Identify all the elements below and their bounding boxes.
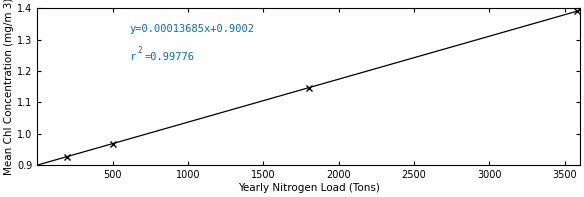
Text: r: r	[130, 52, 135, 62]
Text: 2: 2	[138, 46, 142, 55]
X-axis label: Yearly Nitrogen Load (Tons): Yearly Nitrogen Load (Tons)	[238, 183, 380, 193]
Y-axis label: Mean Chl Concentration (mg/m 3): Mean Chl Concentration (mg/m 3)	[4, 0, 14, 175]
Text: =0.99776: =0.99776	[144, 52, 194, 62]
Text: y=0.00013685x+0.9002: y=0.00013685x+0.9002	[130, 24, 255, 34]
